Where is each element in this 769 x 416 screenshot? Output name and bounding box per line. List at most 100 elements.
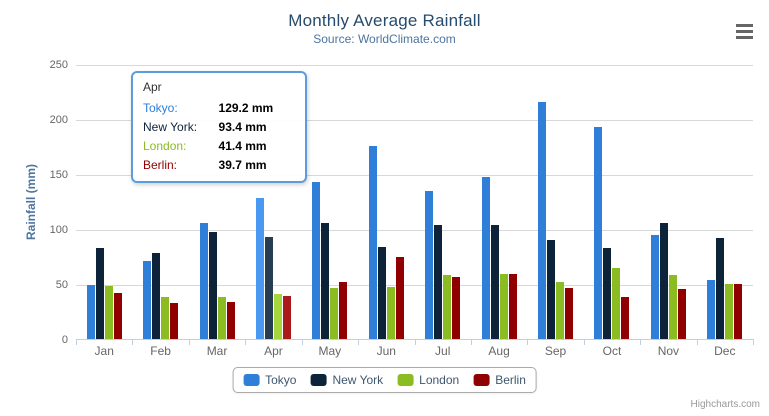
bar-tokyo-mar[interactable] xyxy=(199,222,208,340)
bar-new-york-dec[interactable] xyxy=(716,238,725,340)
bar-new-york-jul[interactable] xyxy=(434,224,443,340)
y-axis-label-50: 50 xyxy=(55,279,68,291)
y-axis-label-200: 200 xyxy=(49,114,68,126)
category-group-Dec xyxy=(697,65,753,340)
bar-london-aug[interactable] xyxy=(499,274,508,340)
bar-tokyo-sep[interactable] xyxy=(538,101,547,340)
tooltip-row-london: London: 41.4 mm xyxy=(143,136,295,155)
legend-item-tokyo[interactable]: Tokyo xyxy=(243,373,296,387)
gridline-200 xyxy=(76,120,753,121)
bar-berlin-mar[interactable] xyxy=(226,302,235,340)
bar-london-oct[interactable] xyxy=(612,268,621,340)
hamburger-icon[interactable] xyxy=(732,19,756,43)
bar-tokyo-jan[interactable] xyxy=(86,285,95,340)
x-axis-tick xyxy=(245,340,247,345)
x-axis-label-jul: Jul xyxy=(435,344,451,358)
bar-london-jan[interactable] xyxy=(104,286,113,340)
tooltip-header: Apr xyxy=(143,80,162,94)
bar-berlin-apr[interactable] xyxy=(282,296,291,340)
tooltip-row-tokyo: Tokyo: 129.2 mm xyxy=(143,98,295,117)
tooltip-row-new-york: New York: 93.4 mm xyxy=(143,117,295,136)
bar-tokyo-nov[interactable] xyxy=(650,234,659,340)
x-axis-label-nov: Nov xyxy=(657,344,680,358)
tooltip-series-value: 41.4 mm xyxy=(218,138,267,153)
x-axis-tick xyxy=(470,340,472,345)
x-axis-label-jan: Jan xyxy=(94,344,114,358)
legend-label: New York xyxy=(332,373,384,387)
legend-item-berlin[interactable]: Berlin xyxy=(473,373,526,387)
bar-new-york-may[interactable] xyxy=(321,223,330,340)
legend-symbol xyxy=(243,374,260,386)
legend-symbol xyxy=(397,374,414,386)
category-group-Jun xyxy=(358,65,414,340)
bar-new-york-jun[interactable] xyxy=(377,247,386,340)
bar-london-jun[interactable] xyxy=(386,286,395,340)
bar-new-york-oct[interactable] xyxy=(603,248,612,340)
bar-tokyo-dec[interactable] xyxy=(707,280,716,340)
legend-label: Berlin xyxy=(495,373,526,387)
legend-symbol xyxy=(310,374,327,386)
bar-tokyo-aug[interactable] xyxy=(481,176,490,340)
tooltip-series-value: 39.7 mm xyxy=(218,157,267,172)
legend-item-new-york[interactable]: New York xyxy=(310,373,383,387)
category-group-Sep xyxy=(527,65,583,340)
bar-berlin-aug[interactable] xyxy=(508,273,517,340)
bar-berlin-sep[interactable] xyxy=(565,287,574,340)
bar-london-sep[interactable] xyxy=(556,282,565,340)
category-group-May xyxy=(302,65,358,340)
gridline-250 xyxy=(76,65,753,66)
bar-new-york-mar[interactable] xyxy=(208,231,217,340)
bar-berlin-dec[interactable] xyxy=(734,283,743,340)
x-axis-label-aug: Aug xyxy=(488,344,510,358)
bar-berlin-feb[interactable] xyxy=(170,303,179,340)
bar-new-york-sep[interactable] xyxy=(547,239,556,340)
bar-berlin-nov[interactable] xyxy=(677,288,686,340)
category-group-Jan xyxy=(76,65,132,340)
legend-label: London xyxy=(419,373,460,387)
category-group-Nov xyxy=(640,65,696,340)
bar-tokyo-jun[interactable] xyxy=(368,146,377,340)
category-group-Apr xyxy=(245,65,301,340)
bar-berlin-may[interactable] xyxy=(339,282,348,340)
category-group-Oct xyxy=(584,65,640,340)
bar-berlin-jul[interactable] xyxy=(452,276,461,340)
x-axis-tick xyxy=(696,340,698,345)
x-axis-label-oct: Oct xyxy=(602,344,622,358)
category-group-Mar xyxy=(189,65,245,340)
x-axis-tick xyxy=(358,340,360,345)
bar-london-jul[interactable] xyxy=(443,275,452,340)
tooltip-series-value: 93.4 mm xyxy=(218,119,267,134)
bar-london-nov[interactable] xyxy=(668,274,677,340)
bar-london-mar[interactable] xyxy=(217,296,226,340)
bar-london-feb[interactable] xyxy=(161,297,170,340)
legend-item-london[interactable]: London xyxy=(397,373,459,387)
x-axis-tick xyxy=(527,340,529,345)
bar-tokyo-apr[interactable] xyxy=(255,197,264,340)
x-axis-label-mar: Mar xyxy=(206,344,228,358)
bar-tokyo-may[interactable] xyxy=(312,181,321,340)
tooltip-series-name: London: xyxy=(143,138,187,153)
x-axis-label-may: May xyxy=(318,344,342,358)
plot-area xyxy=(76,65,753,340)
bar-new-york-nov[interactable] xyxy=(659,222,668,340)
bar-new-york-feb[interactable] xyxy=(152,253,161,340)
bar-tokyo-oct[interactable] xyxy=(594,126,603,340)
gridline-150 xyxy=(76,175,753,176)
bar-tokyo-feb[interactable] xyxy=(143,261,152,340)
x-axis-tick xyxy=(414,340,416,345)
x-axis-tick xyxy=(753,340,754,345)
bar-tokyo-jul[interactable] xyxy=(425,190,434,340)
bar-new-york-apr[interactable] xyxy=(264,237,273,340)
bar-london-apr[interactable] xyxy=(273,294,282,340)
tooltip-series-name: Tokyo: xyxy=(143,100,178,115)
credits-link[interactable]: Highcharts.com xyxy=(690,399,760,410)
bar-new-york-jan[interactable] xyxy=(95,248,104,340)
bar-berlin-oct[interactable] xyxy=(621,297,630,340)
tooltip-row-berlin: Berlin: 39.7 mm xyxy=(143,155,295,174)
x-axis-tick xyxy=(583,340,585,345)
bar-berlin-jan[interactable] xyxy=(113,293,122,340)
bar-london-may[interactable] xyxy=(330,288,339,340)
bar-new-york-aug[interactable] xyxy=(490,225,499,340)
bar-london-dec[interactable] xyxy=(725,283,734,340)
bar-berlin-jun[interactable] xyxy=(395,256,404,340)
